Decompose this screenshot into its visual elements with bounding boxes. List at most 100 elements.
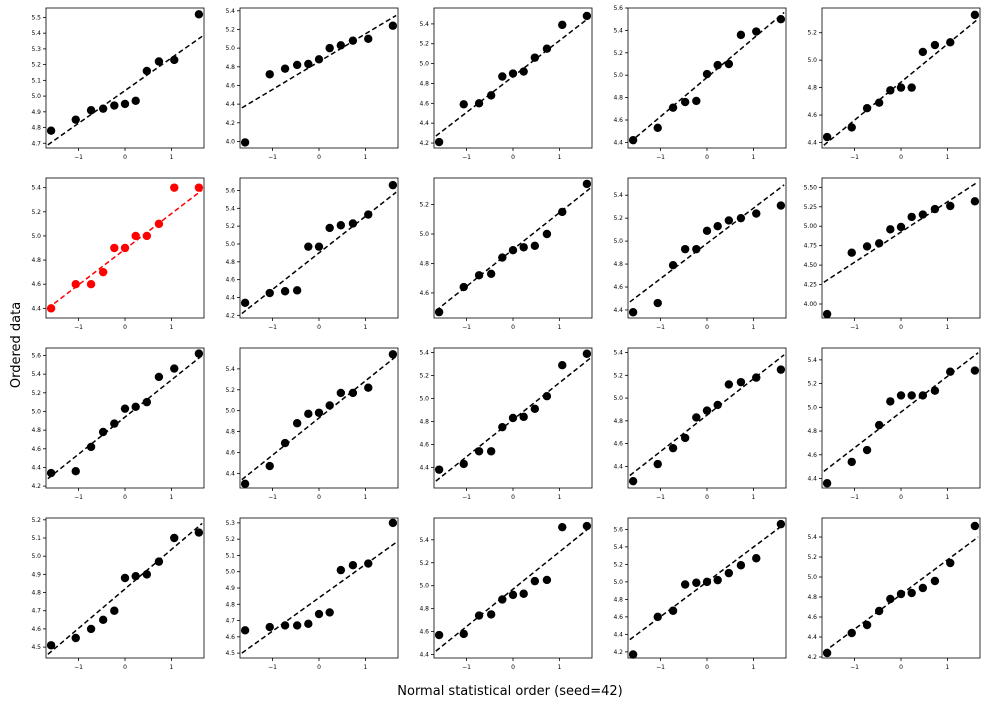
x-tick-label: 1 xyxy=(752,664,756,671)
x-tick-label: −1 xyxy=(74,494,83,501)
data-point xyxy=(154,57,164,66)
y-tick-label: 5.2 xyxy=(225,223,235,230)
data-point xyxy=(519,589,528,598)
data-point xyxy=(724,568,734,578)
fit-line xyxy=(823,18,979,146)
data-point xyxy=(292,621,302,630)
y-tick-label: 4.00 xyxy=(804,301,818,308)
x-tick-label: 0 xyxy=(123,154,127,161)
data-point xyxy=(120,404,130,413)
data-point xyxy=(434,137,444,147)
data-point xyxy=(582,349,592,358)
y-tick-label: 4.6 xyxy=(225,277,235,284)
y-tick-label: 5.4 xyxy=(225,8,235,15)
x-tick-label: 0 xyxy=(705,494,709,501)
y-tick-label: 5.6 xyxy=(613,5,623,12)
data-point xyxy=(862,620,872,630)
y-tick-label: 5.2 xyxy=(613,372,623,379)
data-point xyxy=(46,641,56,650)
figure-xlabel: Normal statistical order (seed=42) xyxy=(397,684,622,699)
data-point xyxy=(486,269,496,278)
data-point xyxy=(459,459,468,469)
data-point xyxy=(907,588,916,598)
data-point xyxy=(752,373,761,382)
y-tick-label: 4.6 xyxy=(225,82,235,89)
data-point xyxy=(98,267,108,277)
y-tick-label: 4.6 xyxy=(419,290,429,297)
data-point xyxy=(822,309,832,319)
axes-frame xyxy=(627,347,787,489)
data-point xyxy=(46,126,56,135)
y-tick-label: 4.6 xyxy=(613,117,623,124)
data-point xyxy=(142,231,152,241)
data-point xyxy=(680,97,690,107)
data-point xyxy=(304,619,313,629)
data-point xyxy=(154,557,164,566)
subplot-18: −1 0 1 4.4 4.6 4.8 5.0 5.2 5.4 xyxy=(419,517,593,671)
data-point xyxy=(364,559,373,568)
data-point xyxy=(46,468,56,478)
data-point xyxy=(280,287,290,296)
data-point xyxy=(486,91,496,100)
y-tick-label: 5.0 xyxy=(31,408,41,415)
data-point xyxy=(886,397,895,406)
data-point xyxy=(486,447,496,456)
data-point xyxy=(542,44,552,53)
data-point xyxy=(736,377,746,387)
y-tick-label: 4.6 xyxy=(613,284,623,291)
data-point xyxy=(713,221,722,231)
data-point xyxy=(896,589,906,599)
y-tick-label: 4.9 xyxy=(31,109,41,116)
y-tick-label: 5.00 xyxy=(804,223,818,230)
data-point xyxy=(886,86,895,95)
data-point xyxy=(970,197,980,206)
x-tick-label: 1 xyxy=(946,664,950,671)
data-point xyxy=(653,123,662,133)
y-tick-label: 4.4 xyxy=(31,305,41,312)
y-tick-label: 5.0 xyxy=(31,93,41,100)
data-point xyxy=(724,59,734,69)
y-tick-label: 5.4 xyxy=(807,357,817,364)
data-point xyxy=(498,72,507,81)
x-tick-label: 0 xyxy=(317,154,321,161)
y-tick-label: 4.4 xyxy=(419,652,429,659)
y-tick-label: 4.4 xyxy=(225,470,235,477)
axes-frame xyxy=(45,517,205,659)
y-tick-label: 4.2 xyxy=(613,649,623,656)
x-tick-label: 0 xyxy=(899,154,903,161)
data-point xyxy=(582,11,592,21)
x-tick-label: 1 xyxy=(170,494,174,501)
data-point xyxy=(459,282,468,292)
data-point xyxy=(542,229,552,239)
data-point xyxy=(668,443,678,453)
y-tick-label: 4.4 xyxy=(807,634,817,641)
y-tick-label: 5.25 xyxy=(804,204,818,211)
x-tick-label: −1 xyxy=(462,154,471,161)
y-tick-label: 4.50 xyxy=(804,262,818,269)
data-point xyxy=(946,201,955,211)
data-point xyxy=(131,402,140,411)
data-point xyxy=(930,40,940,50)
x-tick-label: −1 xyxy=(268,154,277,161)
x-tick-label: 1 xyxy=(558,664,562,671)
y-tick-label: 5.4 xyxy=(31,185,41,192)
data-point xyxy=(724,380,734,389)
x-tick-label: 0 xyxy=(123,664,127,671)
data-point xyxy=(131,571,140,581)
subplot-12: −1 0 1 4.4 4.6 4.8 5.0 5.2 5.4 xyxy=(225,347,399,501)
fit-line xyxy=(823,181,979,283)
data-point xyxy=(692,578,701,587)
y-tick-label: 5.0 xyxy=(613,238,623,245)
data-point xyxy=(970,366,980,375)
data-point xyxy=(194,10,204,19)
subplot-14: −1 0 1 4.4 4.6 4.8 5.0 5.2 5.4 xyxy=(613,347,787,501)
y-tick-label: 5.2 xyxy=(225,26,235,33)
axes-frame xyxy=(821,347,981,489)
data-point xyxy=(896,222,906,232)
data-point xyxy=(474,99,484,108)
y-tick-label: 5.0 xyxy=(613,579,623,586)
data-point xyxy=(508,69,518,78)
y-tick-label: 4.8 xyxy=(225,259,235,266)
axes-frame xyxy=(821,177,981,319)
data-point xyxy=(240,298,250,308)
